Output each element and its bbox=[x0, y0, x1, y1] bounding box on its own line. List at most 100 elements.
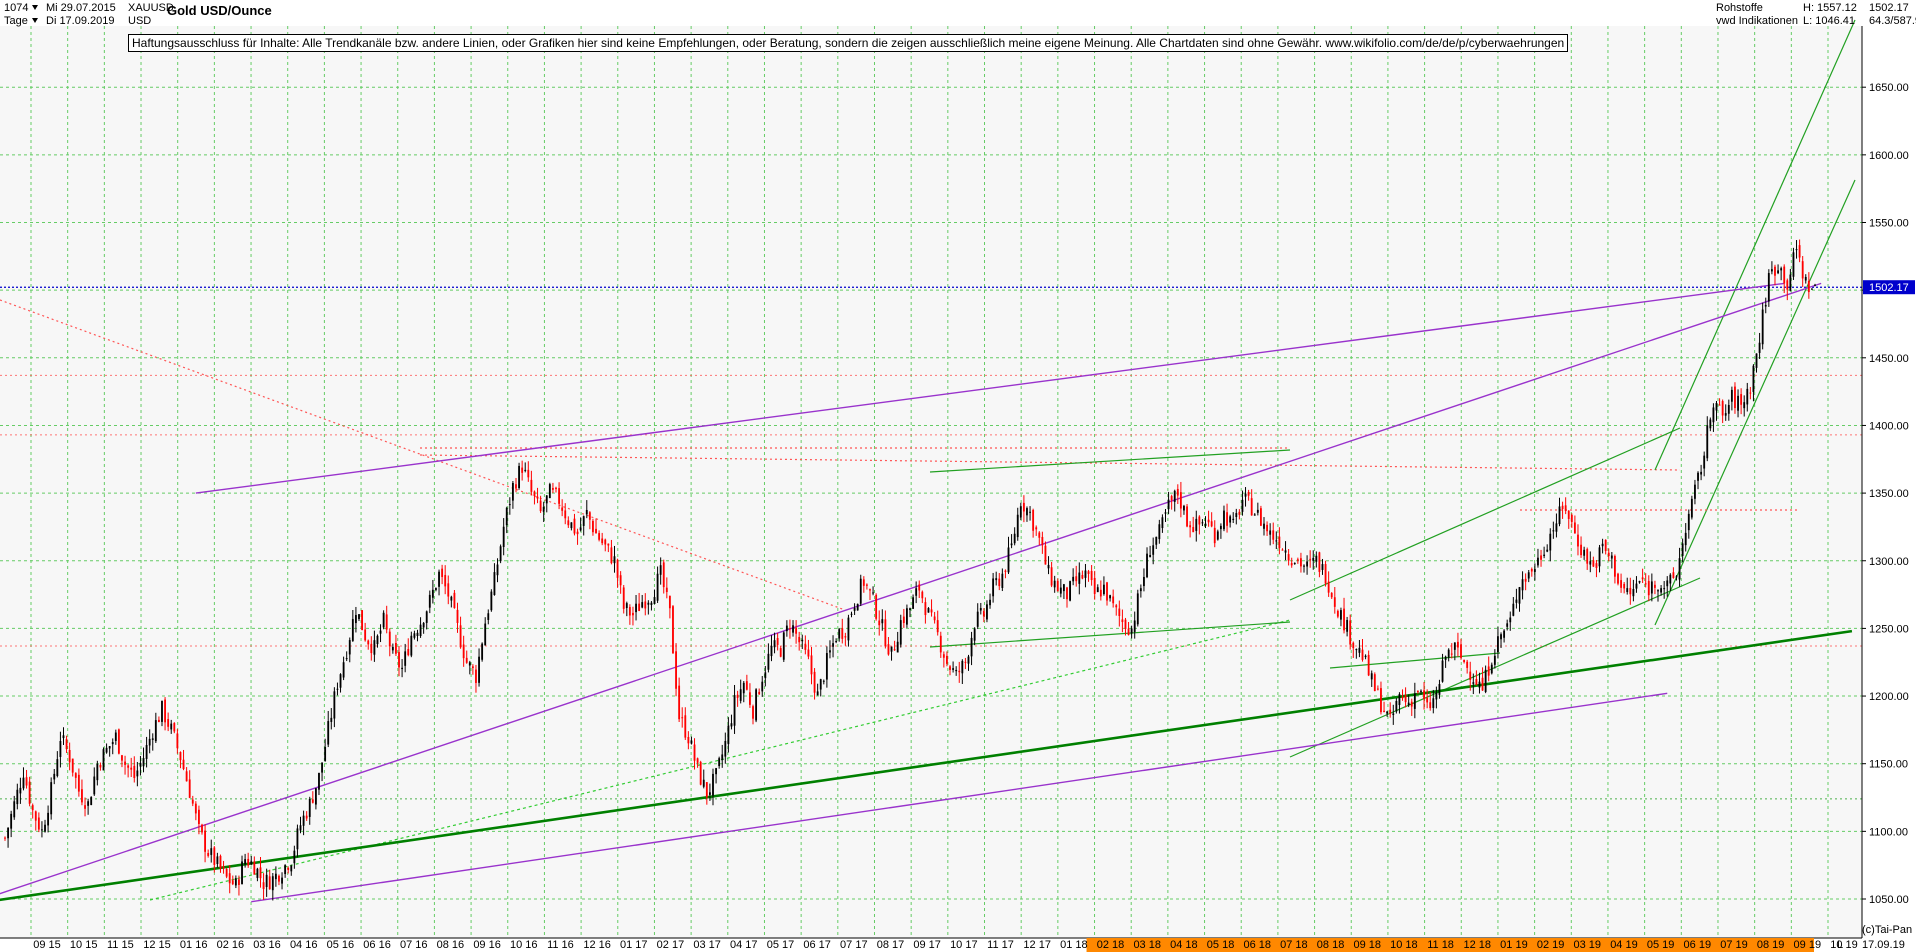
candle-body bbox=[1155, 536, 1158, 545]
candle-body bbox=[385, 614, 388, 630]
candle-body bbox=[1527, 572, 1530, 579]
candle-body bbox=[1537, 557, 1539, 566]
candle-body bbox=[1026, 508, 1028, 516]
value-field[interactable]: 1074 bbox=[4, 2, 42, 15]
candle-body bbox=[1404, 694, 1407, 703]
candle-body bbox=[1552, 530, 1555, 532]
candle-body bbox=[998, 578, 1001, 587]
candle-body bbox=[484, 623, 487, 646]
candle-body bbox=[370, 643, 373, 654]
candle-body bbox=[1678, 558, 1681, 580]
candle-body bbox=[995, 578, 998, 581]
support-trend-line bbox=[149, 619, 1291, 901]
candle-body bbox=[887, 644, 890, 655]
candle-body bbox=[1189, 525, 1192, 528]
dropdown-arrow-icon[interactable] bbox=[32, 5, 39, 11]
candle-body bbox=[468, 662, 471, 666]
candle-body bbox=[1210, 521, 1213, 527]
y-tick-label: 1350.00 bbox=[1869, 488, 1909, 500]
candle-body bbox=[1577, 534, 1579, 547]
candle-body bbox=[1570, 514, 1573, 522]
candle-body bbox=[31, 805, 34, 811]
candle-body bbox=[776, 638, 779, 645]
candle-body bbox=[1355, 649, 1358, 651]
last-value: 1502.17 bbox=[1869, 2, 1909, 14]
candle-body bbox=[1540, 555, 1542, 560]
candle-body bbox=[1022, 502, 1025, 512]
candle-body bbox=[1013, 533, 1016, 544]
y-tick-label: 1200.00 bbox=[1869, 691, 1909, 703]
dropdown-arrow-icon[interactable] bbox=[31, 18, 38, 24]
period-select[interactable]: Tage bbox=[4, 15, 42, 28]
candle-body bbox=[893, 649, 896, 651]
candle-body bbox=[1629, 587, 1632, 595]
candle-body bbox=[1672, 572, 1675, 578]
candle-body bbox=[1481, 677, 1484, 691]
candle-body bbox=[675, 651, 677, 689]
candle-body bbox=[1755, 353, 1758, 368]
candle-body bbox=[278, 875, 280, 882]
candle-body bbox=[361, 610, 363, 631]
candle-body bbox=[939, 635, 942, 653]
candle-body bbox=[936, 620, 939, 633]
candle-body bbox=[1059, 587, 1062, 594]
candle-body bbox=[656, 573, 659, 601]
x-tick-label: 03 17 bbox=[693, 939, 721, 951]
candle-body bbox=[1721, 401, 1724, 416]
x-tick-label: 01 17 bbox=[620, 939, 648, 951]
candle-body bbox=[841, 628, 844, 639]
candle-body bbox=[1213, 527, 1216, 544]
candle-body bbox=[533, 491, 536, 496]
candle-body bbox=[1275, 540, 1278, 542]
candle-body bbox=[881, 619, 884, 624]
candle-body bbox=[1472, 682, 1475, 684]
candle-body bbox=[1161, 517, 1164, 529]
candle-body bbox=[795, 627, 798, 634]
low-value: L: 1046.41 bbox=[1803, 15, 1855, 27]
candle-body bbox=[1792, 252, 1795, 277]
candle-body bbox=[1567, 510, 1570, 519]
candle-body bbox=[1041, 536, 1044, 546]
candle-body bbox=[1084, 570, 1087, 578]
candle-body bbox=[1687, 513, 1690, 531]
candle-body bbox=[333, 691, 336, 719]
candle-body bbox=[567, 520, 570, 526]
candle-body bbox=[807, 649, 810, 657]
candle-body bbox=[358, 614, 360, 620]
candle-body bbox=[1090, 570, 1093, 581]
candle-body bbox=[1346, 619, 1349, 632]
candle-body bbox=[1589, 561, 1592, 565]
candle-body bbox=[1269, 530, 1272, 535]
candle-body bbox=[367, 640, 370, 645]
candle-body bbox=[1235, 513, 1238, 518]
candle-body bbox=[1444, 656, 1447, 660]
candle-body bbox=[1500, 634, 1502, 640]
candle-body bbox=[702, 779, 705, 787]
candle-body bbox=[1423, 690, 1425, 700]
candle-body bbox=[1035, 527, 1038, 530]
candle-body bbox=[1001, 573, 1004, 588]
candle-body bbox=[281, 877, 283, 884]
candle-body bbox=[1610, 555, 1613, 559]
candle-body bbox=[321, 762, 323, 773]
candle-body bbox=[946, 655, 948, 664]
candle-body bbox=[665, 587, 668, 593]
candle-body bbox=[1497, 636, 1499, 653]
candle-body bbox=[705, 782, 708, 798]
candle-body bbox=[825, 653, 828, 680]
candle-body bbox=[964, 661, 967, 663]
candle-body bbox=[1617, 573, 1619, 584]
x-tick-label: 11 16 bbox=[547, 939, 574, 951]
candle-body bbox=[398, 652, 400, 668]
candle-body bbox=[1632, 589, 1635, 597]
candle-body bbox=[167, 719, 170, 727]
candle-body bbox=[1810, 288, 1813, 290]
x-tick-label: 07 18 bbox=[1280, 939, 1308, 951]
candle-body bbox=[576, 531, 579, 535]
high-value: H: 1557.12 bbox=[1803, 2, 1857, 14]
candle-body bbox=[84, 805, 86, 809]
candle-body bbox=[515, 484, 517, 489]
candle-body bbox=[1413, 693, 1416, 709]
candle-body bbox=[1675, 576, 1678, 578]
